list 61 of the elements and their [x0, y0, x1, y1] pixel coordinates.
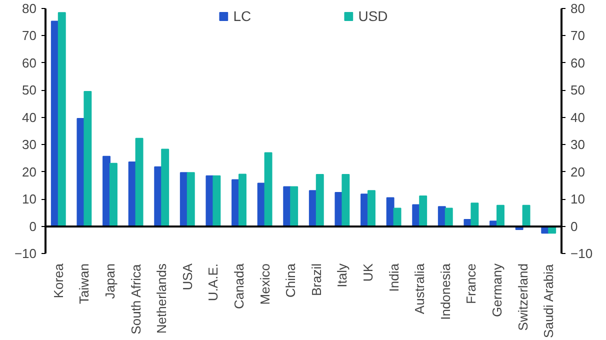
y-tick-label: 20 — [22, 164, 37, 180]
bar — [342, 174, 350, 227]
bar — [316, 174, 324, 227]
y2-tick-label: 40 — [570, 110, 585, 125]
x-tick-label: Germany — [490, 263, 504, 317]
y-tick-label: 40 — [22, 110, 37, 125]
bar — [419, 196, 428, 227]
y2-tick-label: 30 — [570, 137, 585, 152]
x-tick-label: Mexico — [257, 263, 272, 305]
y2-tick-label: 70 — [570, 28, 585, 44]
bar — [290, 186, 298, 227]
y2-tick-label: 60 — [570, 55, 585, 70]
bar — [522, 204, 530, 227]
x-tick-label: Brazil — [308, 263, 324, 296]
x-tick-label: Netherlands — [154, 263, 170, 334]
y2-tick-label: 10 — [570, 192, 585, 207]
x-tick-label: Taiwan — [76, 264, 92, 304]
bar — [470, 202, 479, 227]
y-tick-label: 30 — [22, 137, 37, 152]
x-tick-label: Japan — [102, 264, 118, 299]
x-tick-label: Indonesia — [438, 262, 453, 320]
bar — [161, 148, 170, 227]
x-tick-label: UK — [360, 263, 376, 282]
y2-tick-label: 50 — [570, 82, 585, 98]
x-tick-label: Korea — [50, 262, 66, 298]
x-tick-label: France — [464, 263, 479, 304]
x-tick-label: China — [283, 262, 298, 298]
bar — [264, 152, 272, 227]
bar — [110, 162, 118, 227]
y-tick-label: −10 — [14, 246, 37, 261]
bar — [238, 174, 246, 227]
bar — [496, 204, 504, 227]
bar — [368, 190, 376, 227]
legend-label: USD — [358, 8, 388, 24]
x-tick-label: Saudi Arabia — [541, 263, 556, 338]
bar — [212, 175, 221, 227]
x-tick-label: Italy — [334, 263, 350, 288]
y2-tick-label: 80 — [570, 1, 585, 16]
bar — [444, 208, 453, 227]
x-tick-label: U.A.E. — [206, 263, 221, 302]
x-tick-label: South Africa — [128, 263, 144, 334]
y-tick-label: 10 — [22, 192, 37, 207]
x-tick-label: Switzerland — [515, 263, 530, 331]
bar — [393, 208, 402, 227]
y-tick-label: 50 — [22, 82, 37, 98]
bar — [58, 12, 66, 227]
x-tick-label: India — [386, 262, 402, 292]
y-tick-label: 0 — [29, 218, 37, 234]
y-tick-label: 60 — [22, 55, 37, 70]
y-tick-label: 70 — [22, 28, 37, 44]
y-tick-label: 80 — [22, 1, 37, 16]
legend-label: LC — [233, 8, 252, 24]
bar — [186, 172, 195, 227]
x-tick-label: USA — [180, 263, 195, 290]
y2-tick-label: 20 — [570, 164, 585, 180]
y2-tick-label: −10 — [570, 246, 593, 261]
bar — [84, 91, 92, 227]
bar — [135, 138, 144, 227]
x-tick-label: Canada — [232, 262, 246, 310]
y2-tick-label: 0 — [570, 218, 578, 234]
x-tick-label: Australia — [412, 262, 428, 314]
